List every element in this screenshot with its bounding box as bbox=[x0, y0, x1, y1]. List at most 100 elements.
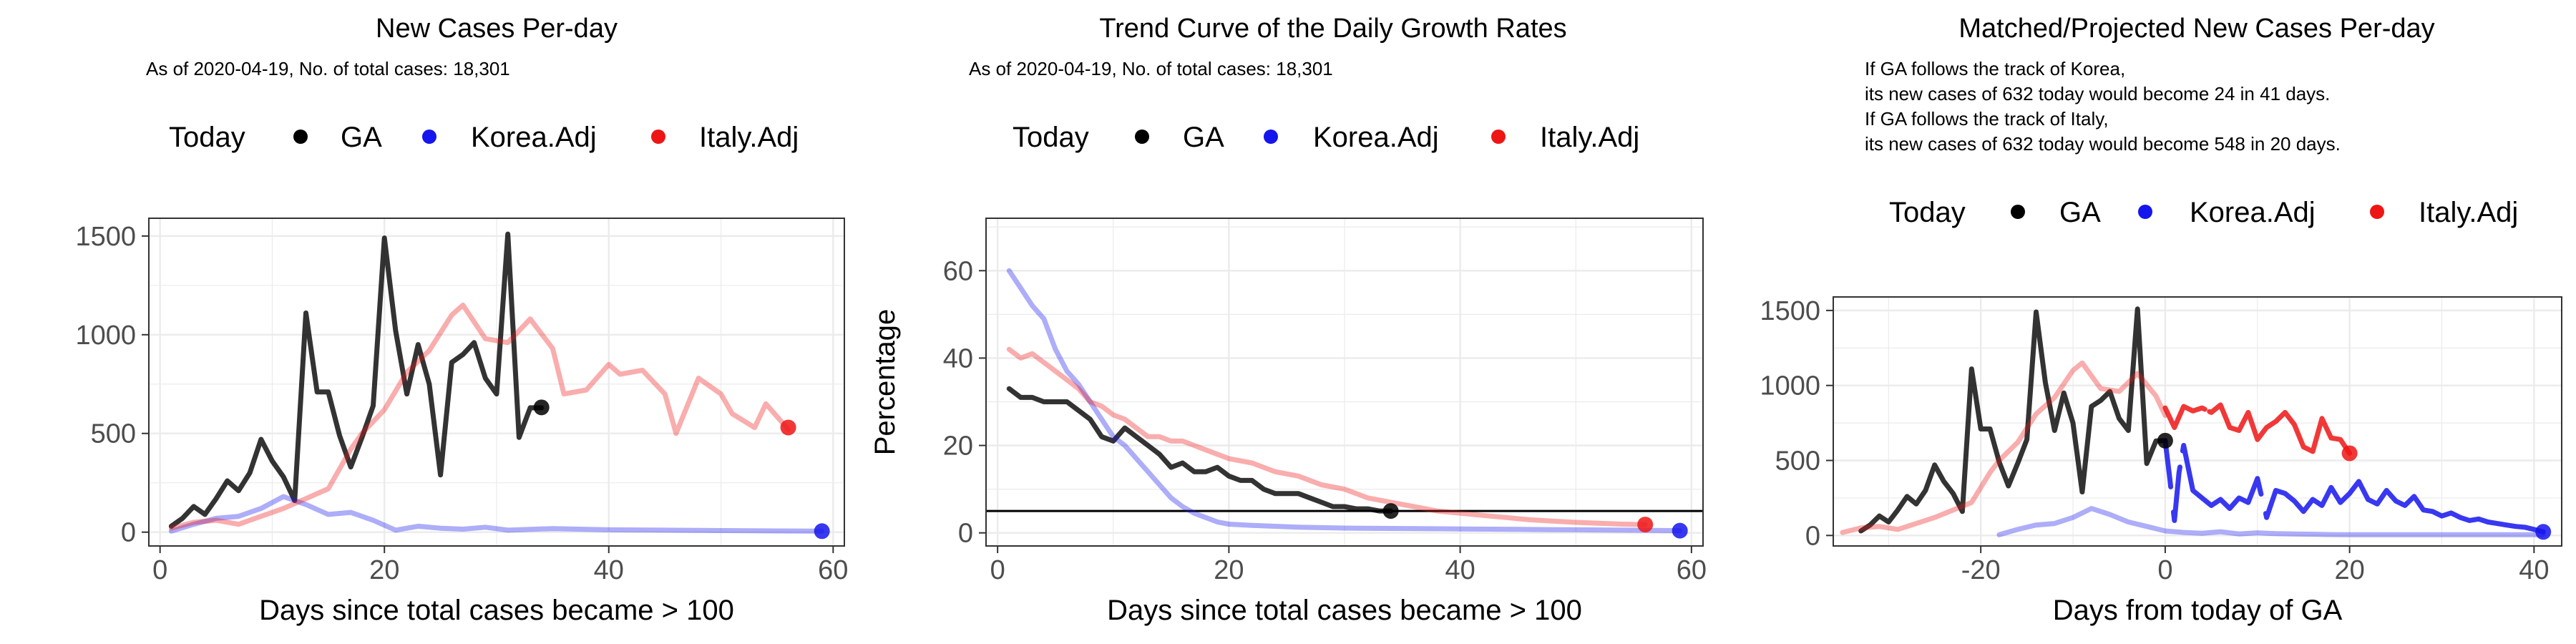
x-tick-label: 20 bbox=[2334, 555, 2364, 585]
series-line bbox=[168, 302, 791, 531]
axes: 0 20 40 60 0 500 1000 1500 bbox=[75, 222, 848, 585]
plot-area bbox=[1833, 297, 2562, 546]
series-GA bbox=[1006, 386, 1394, 514]
series-line bbox=[2171, 464, 2182, 523]
legend-label-korea: Korea.Adj bbox=[1313, 122, 1439, 153]
gridlines bbox=[986, 218, 1703, 546]
y-tick-label: 500 bbox=[91, 419, 136, 449]
legend-title: Today bbox=[1889, 197, 1966, 228]
annotation-line: its new cases of 632 today would become … bbox=[1865, 83, 2330, 104]
axes: -20 0 20 40 0 500 1000 1500 bbox=[1760, 296, 2549, 585]
series-line bbox=[1858, 306, 2168, 534]
x-tick-label: 60 bbox=[818, 555, 848, 585]
series-line bbox=[1840, 360, 2168, 535]
series-line bbox=[2162, 438, 2174, 489]
x-tick-label: 40 bbox=[1445, 555, 1475, 585]
legend-key-korea bbox=[2138, 205, 2152, 219]
legend: Today GA Korea.Adj Italy.Adj bbox=[1889, 197, 2518, 228]
series-line bbox=[2207, 402, 2353, 456]
legend-key-ga bbox=[1135, 130, 1149, 144]
y-tick-label: 1000 bbox=[75, 321, 136, 351]
x-tick-label: 0 bbox=[990, 555, 1005, 585]
y-tick-label: 1000 bbox=[1760, 371, 1820, 401]
x-axis-label: Days from today of GA bbox=[2053, 595, 2343, 626]
series-Korea.Adj.proj bbox=[2162, 438, 2546, 535]
x-axis-label: Days since total cases became > 100 bbox=[1107, 595, 1582, 626]
legend-label-ga: GA bbox=[2059, 197, 2101, 228]
annotation-line: its new cases of 632 today would become … bbox=[1865, 133, 2341, 155]
chart-title: Matched/Projected New Cases Per-day bbox=[1958, 14, 2434, 44]
today-point-GA bbox=[2157, 432, 2173, 449]
chart-title: Trend Curve of the Daily Growth Rates bbox=[1099, 14, 1566, 44]
series-line bbox=[168, 494, 825, 534]
legend: Today GA Korea.Adj Italy.Adj bbox=[169, 122, 799, 153]
x-axis-label: Days since total cases became > 100 bbox=[259, 595, 734, 626]
y-tick-label: 0 bbox=[958, 519, 973, 549]
series-line bbox=[1996, 506, 2546, 537]
gridlines bbox=[1833, 297, 2562, 546]
y-tick-label: 1500 bbox=[75, 222, 136, 252]
legend-key-italy bbox=[1491, 130, 1506, 144]
x-tick-label: -20 bbox=[1961, 555, 2001, 585]
legend-key-italy bbox=[651, 130, 665, 144]
today-point-GA bbox=[533, 399, 550, 416]
legend-title: Today bbox=[169, 122, 245, 153]
y-tick-label: 0 bbox=[1805, 521, 1820, 551]
y-tick-label: 1500 bbox=[1760, 296, 1820, 326]
today-point-Korea.Adj.proj bbox=[2535, 524, 2552, 540]
series-GA bbox=[168, 231, 545, 529]
y-axis-label: Percentage bbox=[869, 309, 901, 456]
legend-label-italy: Italy.Adj bbox=[699, 122, 799, 153]
panel-p3: Matched/Projected New Cases Per-day If GA… bbox=[1760, 14, 2562, 626]
series-Italy.Adj bbox=[1840, 360, 2168, 535]
today-point-Korea.Adj bbox=[814, 523, 830, 540]
x-tick-label: 60 bbox=[1677, 555, 1707, 585]
legend-key-italy bbox=[2370, 205, 2384, 219]
x-tick-label: 40 bbox=[2519, 555, 2549, 585]
series-line bbox=[2263, 479, 2546, 535]
panel-p1: New Cases Per-day As of 2020-04-19, No. o… bbox=[75, 14, 848, 626]
today-point-Italy.Adj bbox=[1637, 517, 1654, 533]
panel-border bbox=[148, 218, 845, 547]
legend-label-ga: GA bbox=[341, 122, 382, 153]
series-line bbox=[1006, 386, 1394, 514]
y-tick-label: 0 bbox=[121, 518, 136, 548]
series-line bbox=[2180, 443, 2264, 512]
legend-label-italy: Italy.Adj bbox=[2419, 197, 2518, 228]
panel-border bbox=[1833, 296, 2562, 547]
series-line bbox=[1006, 268, 1683, 534]
x-tick-label: 0 bbox=[2157, 555, 2172, 585]
series-Korea.Adj bbox=[1006, 268, 1683, 534]
series-line bbox=[1006, 346, 1648, 527]
y-tick-label: 500 bbox=[1775, 447, 1820, 477]
axes: 0 20 40 60 0 20 40 60 bbox=[943, 256, 1707, 585]
x-tick-label: 40 bbox=[594, 555, 624, 585]
chart-subtitle: As of 2020-04-19, No. of total cases: 18… bbox=[146, 58, 510, 79]
x-tick-label: 0 bbox=[152, 555, 167, 585]
legend-label-korea: Korea.Adj bbox=[471, 122, 597, 153]
legend-key-korea bbox=[422, 130, 436, 144]
legend: Today GA Korea.Adj Italy.Adj bbox=[1013, 122, 1639, 153]
series-Korea.Adj bbox=[1996, 506, 2546, 537]
legend-key-ga bbox=[293, 130, 308, 144]
legend-key-ga bbox=[2011, 205, 2025, 219]
legend-label-ga: GA bbox=[1183, 122, 1224, 153]
x-tick-label: 20 bbox=[1214, 555, 1244, 585]
chart-subtitle: As of 2020-04-19, No. of total cases: 18… bbox=[969, 58, 1333, 79]
today-point-GA bbox=[1382, 503, 1399, 519]
today-point-Italy.Adj.proj bbox=[2341, 445, 2358, 462]
y-tick-label: 60 bbox=[943, 256, 973, 286]
today-point-Korea.Adj bbox=[1672, 522, 1688, 539]
panel-p2: Trend Curve of the Daily Growth Rates As … bbox=[869, 14, 1707, 626]
series-line bbox=[2162, 404, 2207, 430]
annotation-line: If GA follows the track of Italy, bbox=[1865, 108, 2109, 130]
annotation-line: If GA follows the track of Korea, bbox=[1865, 58, 2125, 79]
legend-title: Today bbox=[1013, 122, 1089, 153]
series-Italy.Adj.proj bbox=[2162, 402, 2353, 456]
series-Italy.Adj bbox=[168, 302, 791, 531]
series-line bbox=[168, 231, 545, 529]
y-tick-label: 40 bbox=[943, 343, 973, 374]
legend-key-korea bbox=[1264, 130, 1278, 144]
x-tick-label: 20 bbox=[369, 555, 399, 585]
